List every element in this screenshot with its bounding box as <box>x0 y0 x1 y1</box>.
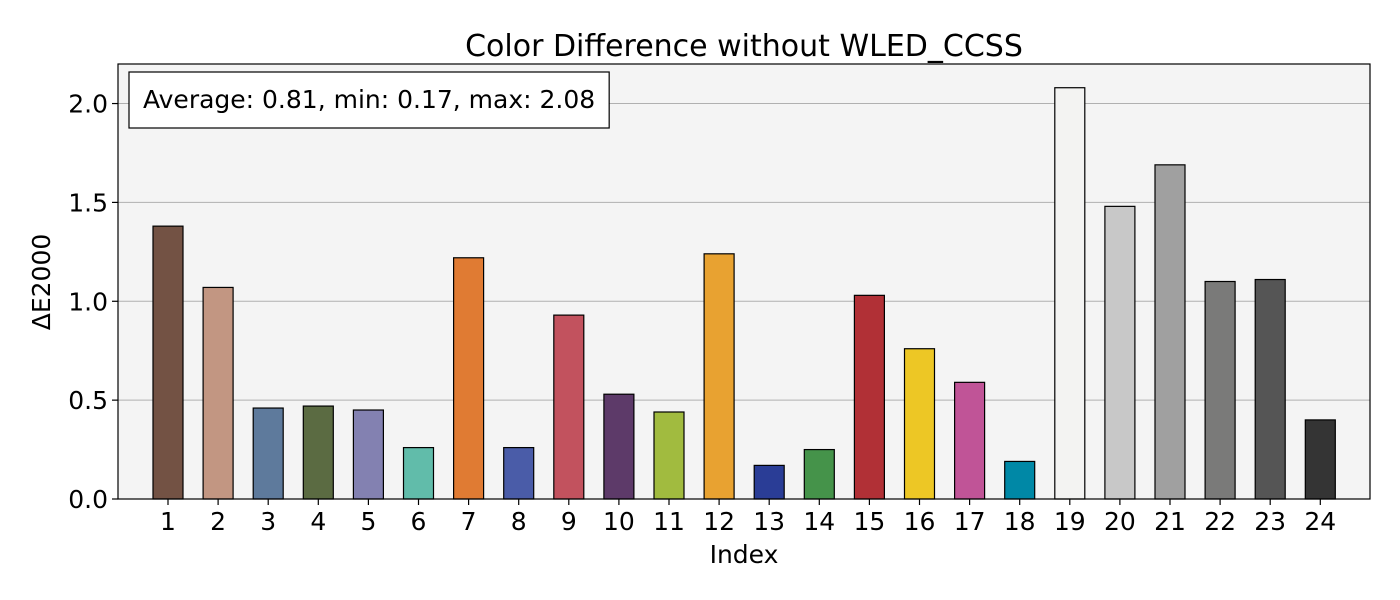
x-tick-label: 19 <box>1054 507 1086 536</box>
bar-2 <box>202 286 234 500</box>
bar-6 <box>402 446 435 500</box>
stats-annotation: Average: 0.81, min: 0.17, max: 2.08 <box>128 71 610 129</box>
bar-14 <box>803 448 835 500</box>
y-tick-label: 0.0 <box>68 485 108 514</box>
bar-21 <box>1154 164 1186 500</box>
y-tick-label: 0.5 <box>68 386 108 415</box>
x-tick-label: 9 <box>561 507 577 536</box>
x-tick-label: 17 <box>954 507 986 536</box>
y-axis-ticks: 0.0 0.5 1.0 1.5 2.0 <box>68 90 118 514</box>
annotation-box <box>128 71 610 129</box>
chart-title: Color Difference without WLED_CCSS <box>465 29 1023 64</box>
bar-18 <box>1004 460 1036 500</box>
y-tick-label: 2.0 <box>68 90 108 119</box>
bar-17 <box>953 381 986 500</box>
x-tick-label: 24 <box>1304 507 1336 536</box>
bar-7 <box>453 257 485 500</box>
x-tick-label: 18 <box>1004 507 1036 536</box>
bar-3 <box>252 407 284 500</box>
x-axis-ticks: 1 2 3 4 5 6 7 8 9 10 11 12 13 14 15 16 17 18 19 20 21 22 23 24 <box>160 499 1336 536</box>
bar-8 <box>503 446 535 500</box>
x-axis-label: Index <box>710 540 779 569</box>
x-tick-label: 11 <box>653 507 685 536</box>
bar-15 <box>853 294 886 500</box>
x-tick-label: 1 <box>160 507 176 536</box>
x-tick-label: 8 <box>511 507 527 536</box>
x-tick-label: 7 <box>461 507 477 536</box>
x-tick-label: 4 <box>310 507 326 536</box>
x-tick-label: 20 <box>1104 507 1136 536</box>
x-tick-label: 15 <box>853 507 885 536</box>
bar-1 <box>152 225 184 500</box>
plot-frame <box>117 63 1371 500</box>
x-tick-label: 6 <box>411 507 427 536</box>
x-tick-label: 14 <box>803 507 835 536</box>
y-tick-label: 1.0 <box>68 287 108 316</box>
x-tick-label: 21 <box>1154 507 1186 536</box>
x-tick-label: 23 <box>1254 507 1286 536</box>
y-axis-label: ΔE2000 <box>27 234 56 331</box>
x-tick-label: 22 <box>1204 507 1236 536</box>
bars <box>152 87 1336 500</box>
x-tick-label: 13 <box>753 507 785 536</box>
bar-11 <box>653 411 685 500</box>
x-tick-label: 5 <box>360 507 376 536</box>
bar-20 <box>1104 205 1136 500</box>
bar-22 <box>1204 280 1236 500</box>
bar-16 <box>903 348 936 500</box>
x-tick-label: 3 <box>260 507 276 536</box>
bar-24 <box>1304 419 1336 500</box>
bar-10 <box>603 393 635 500</box>
x-tick-label: 12 <box>703 507 735 536</box>
bar-13 <box>753 464 785 500</box>
x-tick-label: 16 <box>904 507 936 536</box>
bar-9 <box>553 314 585 500</box>
annotation-text: Average: 0.81, min: 0.17, max: 2.08 <box>143 85 595 114</box>
bar-23 <box>1254 278 1286 500</box>
bar-12 <box>703 253 735 500</box>
y-tick-label: 1.5 <box>68 188 108 217</box>
bar-5 <box>352 409 384 500</box>
x-tick-label: 2 <box>210 507 226 536</box>
bar-19 <box>1054 87 1086 500</box>
x-tick-label: 10 <box>603 507 635 536</box>
bar-4 <box>302 405 334 500</box>
